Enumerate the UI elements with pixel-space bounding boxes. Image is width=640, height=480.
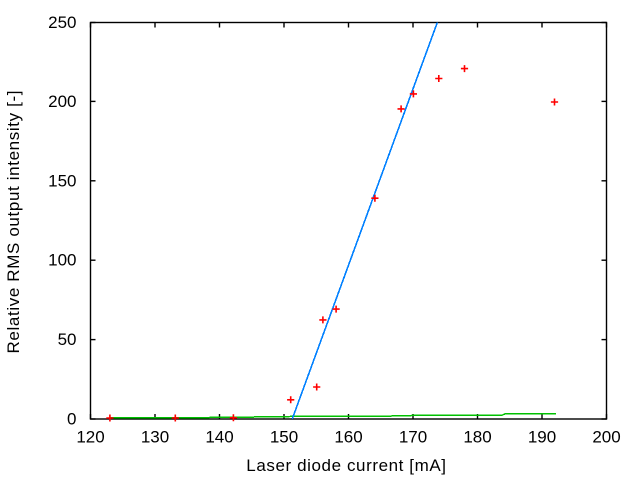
svg-text:50: 50	[58, 330, 77, 349]
svg-text:0: 0	[67, 409, 76, 428]
svg-text:Relative RMS output intensity: Relative RMS output intensity [-]	[4, 91, 23, 354]
svg-text:160: 160	[334, 428, 362, 447]
svg-text:200: 200	[48, 92, 76, 111]
svg-text:250: 250	[48, 13, 76, 32]
svg-text:Laser diode current [mA]: Laser diode current [mA]	[246, 456, 446, 475]
svg-text:150: 150	[270, 428, 298, 447]
svg-text:170: 170	[399, 428, 427, 447]
svg-text:190: 190	[528, 428, 556, 447]
svg-text:200: 200	[592, 428, 620, 447]
svg-text:130: 130	[141, 428, 169, 447]
svg-text:100: 100	[48, 251, 76, 270]
svg-text:120: 120	[76, 428, 104, 447]
svg-text:140: 140	[205, 428, 233, 447]
svg-text:180: 180	[463, 428, 491, 447]
svg-text:150: 150	[48, 171, 76, 190]
